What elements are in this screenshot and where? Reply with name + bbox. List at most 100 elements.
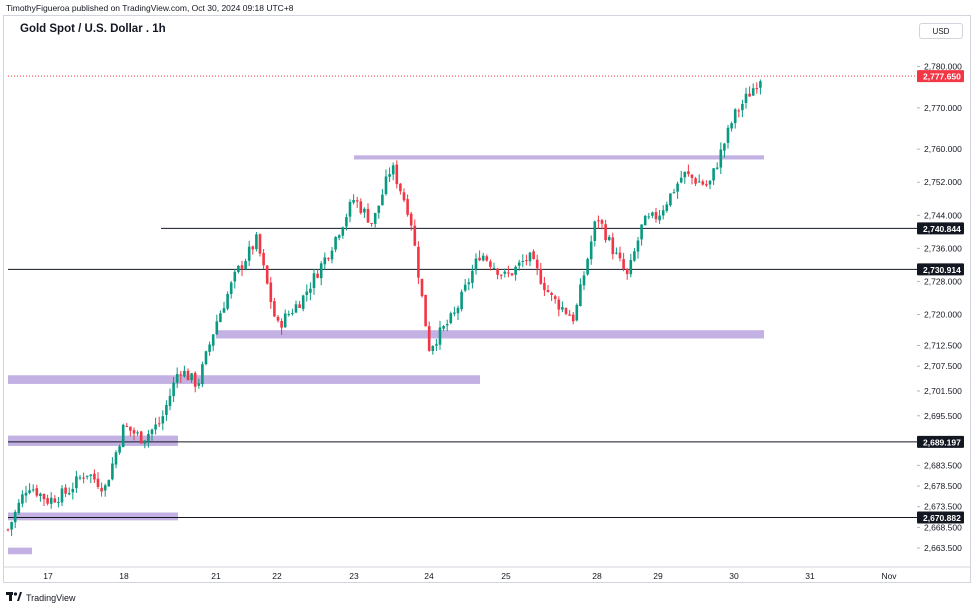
candle-body: [435, 344, 438, 346]
candle-body: [193, 372, 197, 387]
candle-body: [183, 370, 186, 377]
candle-body: [672, 192, 676, 194]
publisher-header: TimothyFigueroa published on TradingView…: [6, 3, 294, 13]
candle-body: [550, 292, 553, 295]
candle-body: [67, 492, 71, 495]
y-tick-label: 2,728.000: [924, 276, 962, 286]
candle-body: [496, 268, 499, 275]
candle-body: [582, 275, 586, 286]
candle-body: [125, 425, 129, 427]
candle-body: [100, 487, 103, 492]
candle-body: [21, 494, 24, 504]
candle-body: [409, 213, 413, 226]
candle-body: [327, 258, 330, 260]
candle-body: [525, 260, 528, 262]
candle-body: [449, 313, 453, 324]
levels-layer: [8, 75, 917, 519]
candle-body: [93, 473, 96, 480]
candle-body: [701, 181, 705, 185]
candle-body: [103, 485, 107, 491]
candle-body: [694, 178, 697, 184]
candle-body: [589, 241, 593, 260]
candle-body: [708, 180, 712, 185]
candle-body: [175, 374, 179, 383]
candle-body: [507, 272, 510, 274]
candle-body: [399, 183, 402, 192]
y-tick-label: 2,760.000: [924, 144, 962, 154]
candle-body: [75, 476, 78, 489]
candle-body: [355, 200, 359, 202]
candle-body: [579, 284, 582, 306]
candle-body: [561, 307, 564, 310]
candle-body: [121, 424, 125, 448]
candle-body: [445, 324, 449, 326]
candle-body: [697, 181, 701, 183]
candle-body: [471, 270, 474, 283]
candle-body: [143, 440, 147, 444]
candle-body: [665, 204, 669, 211]
y-tick-label: 2,673.500: [924, 502, 962, 512]
candle-body: [85, 475, 89, 477]
candle-body: [737, 110, 741, 112]
candles-layer: [6, 79, 762, 537]
candle-body: [262, 252, 265, 266]
candle-body: [298, 304, 301, 309]
candle-body: [622, 259, 625, 270]
candle-body: [730, 123, 733, 129]
x-tick-label: 24: [424, 571, 434, 581]
candle-body: [204, 351, 208, 365]
candle-body: [712, 168, 715, 181]
candle-body: [215, 321, 219, 335]
candle-body: [499, 274, 503, 276]
candle-body: [741, 103, 744, 111]
candle-body: [165, 405, 168, 415]
candle-body: [481, 255, 485, 261]
y-tick-label: 2,752.000: [924, 177, 962, 187]
level-price-tag: [917, 511, 964, 524]
x-tick-label: 31: [805, 571, 815, 581]
candle-body: [222, 308, 226, 313]
candle-body: [568, 314, 571, 316]
y-tick-label: 2,678.500: [924, 481, 962, 491]
candle-body: [402, 192, 406, 201]
candle-body: [255, 234, 258, 250]
candle-body: [381, 194, 384, 206]
currency-button[interactable]: USD: [919, 23, 963, 39]
y-tick-label: 2,720.000: [924, 309, 962, 319]
candle-body: [42, 493, 46, 500]
candle-body: [323, 257, 327, 265]
candle-body: [539, 268, 543, 284]
candle-body: [301, 295, 305, 310]
candle-body: [643, 215, 647, 226]
x-tick-label: 25: [501, 571, 511, 581]
candle-body: [557, 299, 561, 310]
candle-body: [319, 263, 323, 279]
candle-body: [625, 268, 629, 275]
candle-body: [129, 426, 132, 431]
level-price-label: 2,740.844: [923, 224, 961, 234]
candle-body: [309, 288, 312, 293]
candle-body: [197, 383, 201, 386]
candle-body: [503, 271, 507, 274]
candle-body: [427, 326, 431, 351]
y-tick-label: 2,668.500: [924, 522, 962, 532]
candle-body: [283, 313, 287, 328]
candle-body: [633, 251, 636, 261]
candle-body: [147, 433, 150, 441]
candle-body: [478, 257, 481, 261]
candle-body: [251, 246, 255, 250]
candle-body: [618, 252, 622, 259]
candle-body: [334, 236, 337, 250]
candle-body: [359, 201, 363, 213]
support-resistance-zone: [8, 512, 178, 521]
level-price-label: 2,670.882: [923, 513, 961, 523]
candle-body: [132, 430, 136, 434]
candle-body: [474, 258, 478, 271]
candle-body: [744, 93, 748, 103]
candle-body: [258, 234, 262, 254]
last-price-label: 2,777.650: [923, 72, 961, 82]
y-tick-label: 2,663.500: [924, 543, 962, 553]
candle-body: [157, 423, 161, 425]
x-tick-label: 22: [272, 571, 282, 581]
